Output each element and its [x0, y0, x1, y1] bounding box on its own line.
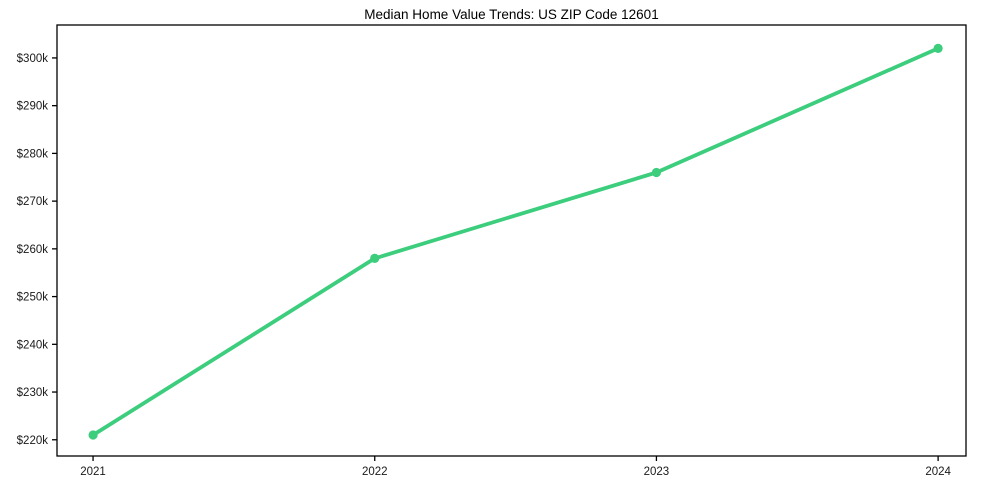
y-tick-label: $290k [17, 101, 49, 113]
x-tick-label: 2022 [362, 466, 388, 478]
data-point-marker [370, 253, 380, 263]
y-tick-label: $300k [17, 53, 49, 65]
x-tick-label: 2021 [80, 466, 106, 478]
y-tick-label: $250k [17, 292, 49, 304]
y-tick-label: $280k [17, 148, 49, 160]
data-point-marker [88, 430, 98, 440]
plot-border [56, 24, 967, 457]
data-point-marker [933, 43, 943, 54]
y-tick-label: $240k [17, 339, 49, 351]
y-tick-label: $260k [17, 244, 49, 256]
y-tick-label: $220k [17, 435, 49, 447]
y-tick-label: $230k [17, 387, 49, 399]
data-point-marker [651, 167, 662, 178]
x-tick-label: 2024 [925, 466, 951, 478]
y-tick-label: $270k [17, 196, 49, 208]
chart-title: Median Home Value Trends: US ZIP Code 12… [364, 7, 659, 22]
x-tick-label: 2023 [644, 466, 670, 478]
series-line [91, 46, 940, 437]
